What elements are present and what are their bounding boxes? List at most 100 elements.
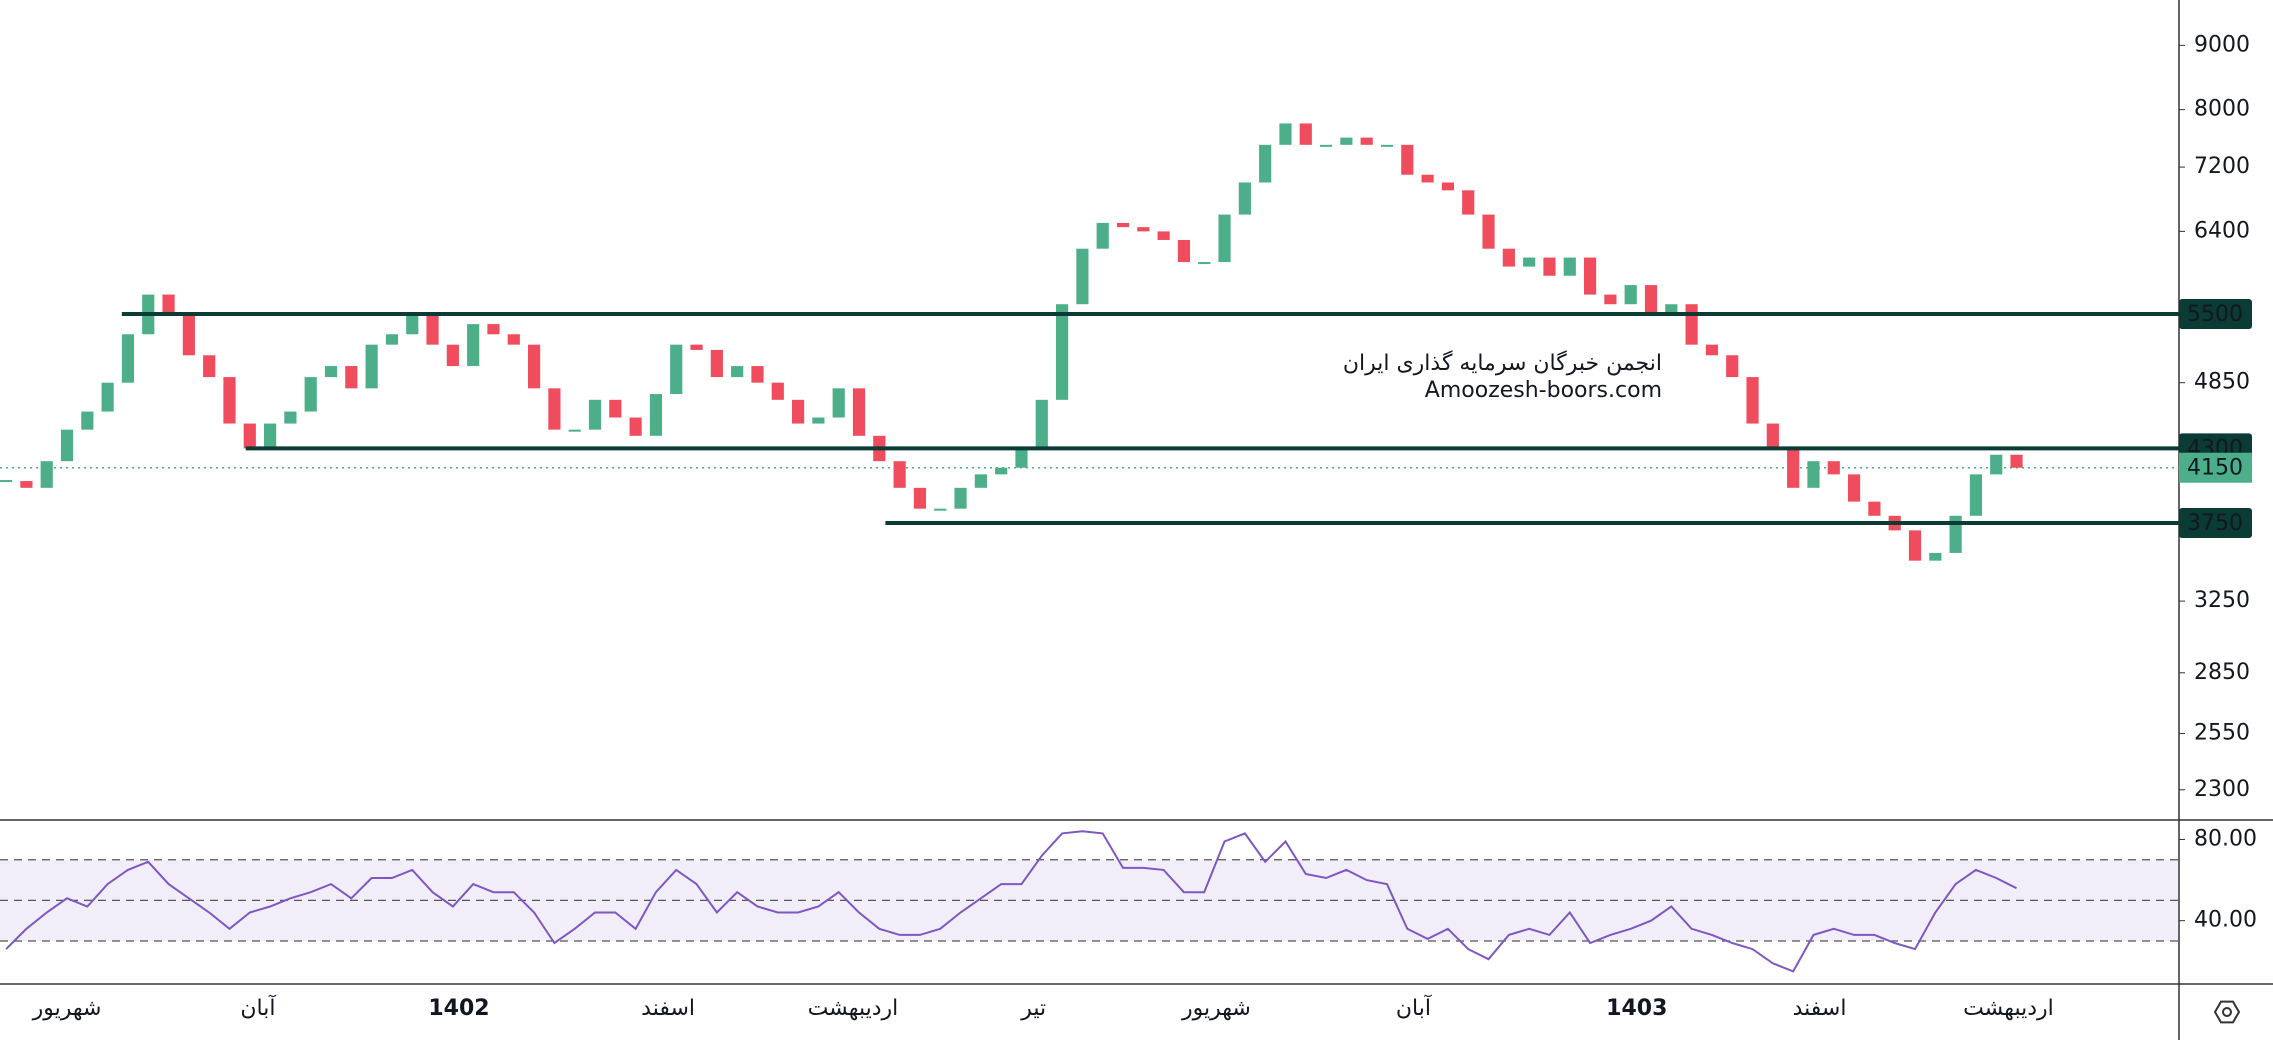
candle [1543, 257, 1556, 276]
level-label-box [2179, 299, 2252, 330]
candle [1685, 304, 1698, 345]
candle [1137, 227, 1150, 232]
x-tick-label: شهریور [1181, 996, 1251, 1021]
x-tick-label: تیر [1020, 996, 1046, 1021]
candle [1441, 182, 1455, 191]
candle [548, 388, 561, 430]
watermark: انجمن خبرگان سرمایه گذاری ایران [1343, 350, 1662, 376]
candle [629, 417, 642, 436]
candle [385, 334, 399, 345]
last-price-box [2179, 452, 2252, 483]
candle [1949, 515, 1962, 553]
candle [751, 366, 764, 383]
candle [893, 461, 906, 488]
candle [1969, 474, 1983, 516]
candle [995, 467, 1008, 475]
candle [1218, 214, 1231, 263]
candle [1766, 423, 1779, 449]
candle [690, 344, 703, 350]
candle [1035, 399, 1048, 449]
candle [345, 366, 358, 389]
candle [1990, 454, 2003, 475]
candle [1868, 501, 1881, 516]
candle [588, 399, 602, 430]
y-tick-label: 6400 [2194, 218, 2250, 243]
candle [1523, 257, 1536, 267]
candle [1116, 222, 1130, 228]
x-tick-label: اردیبهشت [808, 996, 899, 1021]
candle [1908, 530, 1922, 561]
candle [527, 344, 541, 389]
x-tick-label: اردیبهشت [1963, 996, 2054, 1021]
candle [1096, 222, 1109, 249]
candle [1624, 285, 1637, 305]
y-tick-label: 2300 [2194, 777, 2250, 802]
candle [568, 429, 581, 432]
candle [670, 344, 683, 395]
candle [1482, 214, 1495, 249]
candle [2010, 454, 2023, 468]
x-tick-label: اسفند [641, 996, 695, 1021]
level-label-box [2179, 508, 2252, 539]
candle [223, 377, 236, 424]
level-label: 3750 [2187, 511, 2243, 536]
candle [60, 429, 74, 462]
candle [1319, 144, 1333, 147]
candle [263, 423, 277, 449]
candle [284, 411, 297, 424]
candle [1015, 448, 1028, 468]
watermark: Amoozesh-boors.com [1425, 378, 1662, 403]
candle [81, 411, 94, 430]
candle [1665, 304, 1678, 315]
candle [324, 366, 338, 378]
candle [1198, 262, 1211, 265]
candle [1259, 144, 1272, 183]
candle [710, 349, 723, 378]
x-tick-label: 1402 [428, 996, 489, 1021]
candle [812, 417, 825, 424]
candle [1380, 144, 1394, 147]
candle [1746, 377, 1759, 424]
candle [791, 399, 805, 424]
candle [1340, 137, 1353, 145]
candle [771, 382, 784, 400]
y-tick-label: 2850 [2194, 660, 2250, 685]
candle [487, 324, 500, 335]
candle [1705, 344, 1719, 356]
candle [467, 324, 480, 367]
candle [426, 314, 439, 345]
rsi-line [5, 830, 2017, 973]
hexagon [2213, 1000, 2241, 1024]
candle [649, 394, 663, 436]
candle [121, 334, 135, 383]
hexagon-core [2222, 1007, 2232, 1017]
candle [446, 344, 459, 367]
y-tick-label: 3250 [2194, 588, 2250, 613]
candle [954, 487, 967, 509]
candle [243, 423, 256, 449]
candle [40, 461, 53, 488]
candle [101, 382, 114, 412]
y-tick-label: 2550 [2194, 720, 2250, 745]
candle [1604, 294, 1617, 305]
candle [1177, 239, 1191, 263]
y-tick-label: 40.00 [2194, 908, 2257, 933]
candle [974, 474, 987, 488]
y-tick-label: 8000 [2194, 97, 2250, 122]
y-tick-label: 9000 [2194, 32, 2250, 57]
candle [852, 388, 866, 436]
candle [609, 399, 622, 418]
candle [304, 377, 317, 412]
x-tick-label: اسفند [1793, 996, 1847, 1021]
candle [1583, 257, 1597, 295]
x-tick-label: آبان [1396, 994, 1432, 1021]
candle [0, 480, 13, 483]
candle [1726, 355, 1739, 378]
settings-icon[interactable] [2213, 1000, 2241, 1024]
candle [1462, 190, 1475, 215]
last-price-label: 4150 [2187, 456, 2243, 481]
candle [1279, 123, 1292, 145]
candle [1929, 552, 1942, 561]
candle [1847, 474, 1861, 502]
